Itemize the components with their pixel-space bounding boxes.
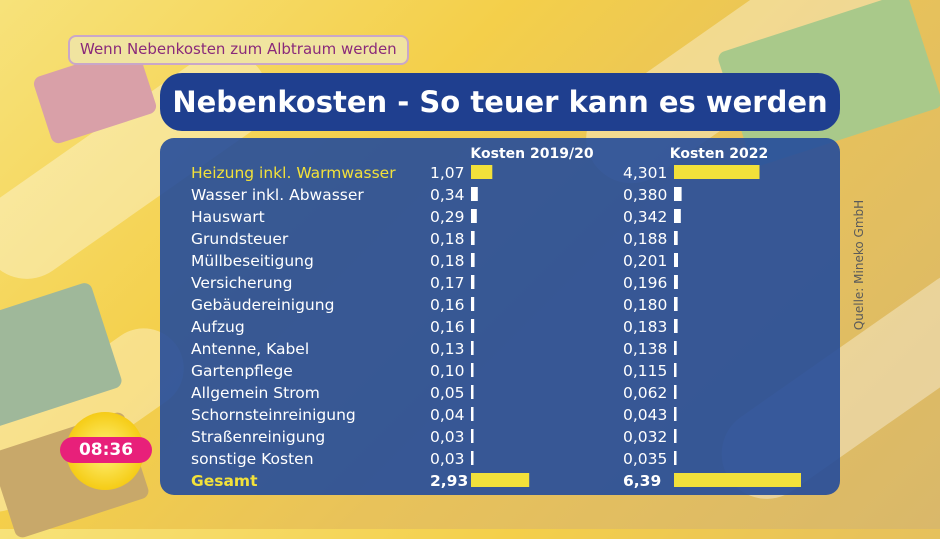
bar bbox=[471, 253, 475, 267]
bar bbox=[471, 341, 474, 355]
value-label: 0,18 bbox=[430, 230, 465, 248]
bar bbox=[471, 407, 474, 421]
value-label: 0,17 bbox=[430, 274, 465, 292]
value-label: 0,201 bbox=[623, 252, 667, 270]
bar bbox=[674, 297, 678, 311]
bar bbox=[674, 275, 678, 289]
category-label: Versicherung bbox=[191, 274, 292, 292]
category-label: Gartenpflege bbox=[191, 362, 293, 380]
bar bbox=[471, 451, 474, 465]
bar bbox=[674, 253, 678, 267]
value-label: 0,03 bbox=[430, 428, 465, 446]
value-label: 0,342 bbox=[623, 208, 667, 226]
bar bbox=[471, 319, 475, 333]
bar bbox=[471, 275, 475, 289]
clock-time: 08:36 bbox=[60, 437, 152, 463]
value-label: 0,115 bbox=[623, 362, 667, 380]
bar bbox=[674, 187, 682, 201]
category-label: Gebäudereinigung bbox=[191, 296, 334, 314]
bar bbox=[674, 429, 677, 443]
bar bbox=[674, 451, 677, 465]
value-label: 0,10 bbox=[430, 362, 465, 380]
value-label: 0,16 bbox=[430, 296, 465, 314]
category-label: Schornsteinreinigung bbox=[191, 406, 356, 424]
value-label: 0,180 bbox=[623, 296, 667, 314]
total-bar bbox=[674, 473, 801, 487]
series-header-2: Kosten 2022 bbox=[670, 146, 769, 162]
value-label: 0,18 bbox=[430, 252, 465, 270]
category-label: Allgemein Strom bbox=[191, 384, 320, 402]
category-label: Antenne, Kabel bbox=[191, 340, 309, 358]
source-note: Quelle: Mineko GmbH bbox=[846, 190, 866, 340]
source-text: Quelle: Mineko GmbH bbox=[852, 199, 866, 331]
value-label: 0,05 bbox=[430, 384, 465, 402]
total-label: Gesamt bbox=[191, 472, 258, 490]
total-bar bbox=[471, 473, 530, 487]
bar bbox=[674, 407, 677, 421]
bar bbox=[471, 363, 474, 377]
bar bbox=[471, 187, 478, 201]
value-label: 0,183 bbox=[623, 318, 667, 336]
bar bbox=[471, 231, 475, 245]
bar bbox=[674, 363, 677, 377]
bar bbox=[674, 231, 678, 245]
bar bbox=[674, 385, 677, 399]
value-label: 0,196 bbox=[623, 274, 667, 292]
category-label: Müllbeseitigung bbox=[191, 252, 314, 270]
value-label: 0,13 bbox=[430, 340, 465, 358]
category-label: Grundsteuer bbox=[191, 230, 289, 248]
value-label: 0,138 bbox=[623, 340, 667, 358]
bar bbox=[674, 165, 760, 179]
series-header-1: Kosten 2019/20 bbox=[470, 146, 593, 162]
category-label: sonstige Kosten bbox=[191, 450, 314, 468]
chart-title: Nebenkosten - So teuer kann es werden bbox=[160, 73, 840, 131]
time-badge: 08:36 bbox=[60, 412, 152, 490]
value-label: 0,043 bbox=[623, 406, 667, 424]
value-label: 0,29 bbox=[430, 208, 465, 226]
bar bbox=[674, 341, 677, 355]
topic-tag: Wenn Nebenkosten zum Albtraum werden bbox=[68, 35, 409, 65]
value-label: 0,34 bbox=[430, 186, 465, 204]
category-label: Hauswart bbox=[191, 208, 265, 226]
value-label: 0,03 bbox=[430, 450, 465, 468]
category-label: Wasser inkl. Abwasser bbox=[191, 186, 364, 204]
category-label: Heizung inkl. Warmwasser bbox=[191, 164, 396, 182]
value-label: 0,16 bbox=[430, 318, 465, 336]
category-label: Straßenreinigung bbox=[191, 428, 325, 446]
value-label: 0,04 bbox=[430, 406, 465, 424]
bar bbox=[471, 385, 474, 399]
category-label: Aufzug bbox=[191, 318, 245, 336]
value-label: 0,062 bbox=[623, 384, 667, 402]
bar bbox=[471, 209, 477, 223]
bar bbox=[471, 429, 474, 443]
bar bbox=[674, 209, 681, 223]
value-label: 1,07 bbox=[430, 164, 465, 182]
total-value-label: 6,39 bbox=[623, 472, 661, 490]
bar bbox=[471, 297, 475, 311]
value-label: 4,301 bbox=[623, 164, 667, 182]
value-label: 0,380 bbox=[623, 186, 667, 204]
total-value-label: 2,93 bbox=[430, 472, 468, 490]
value-label: 0,032 bbox=[623, 428, 667, 446]
value-label: 0,035 bbox=[623, 450, 667, 468]
chart-panel bbox=[160, 138, 840, 495]
bar bbox=[471, 165, 493, 179]
bar bbox=[674, 319, 678, 333]
value-label: 0,188 bbox=[623, 230, 667, 248]
